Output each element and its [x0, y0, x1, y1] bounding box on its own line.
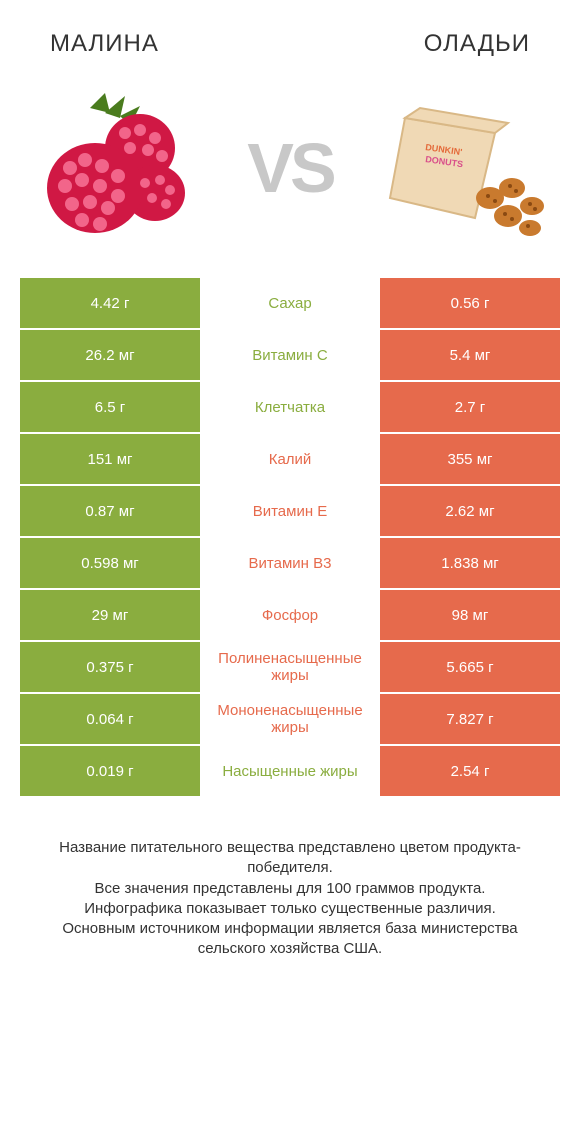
- table-row: 4.42 гСахар0.56 г: [20, 278, 560, 330]
- table-row: 0.87 мгВитамин E2.62 мг: [20, 486, 560, 538]
- cell-nutrient-label: Витамин E: [200, 486, 380, 536]
- cell-nutrient-label: Сахар: [200, 278, 380, 328]
- cell-right-value: 5.4 мг: [380, 330, 560, 380]
- footer-notes: Название питательного вещества представл…: [0, 798, 580, 980]
- footer-line: Основным источником информации является …: [30, 919, 550, 960]
- cell-right-value: 2.54 г: [380, 746, 560, 796]
- cell-left-value: 0.87 мг: [20, 486, 200, 536]
- table-row: 6.5 гКлетчатка2.7 г: [20, 382, 560, 434]
- footer-line: Все значения представлены для 100 граммо…: [30, 879, 550, 899]
- cell-left-value: 4.42 г: [20, 278, 200, 328]
- cell-right-value: 7.827 г: [380, 694, 560, 744]
- cell-right-value: 5.665 г: [380, 642, 560, 692]
- footer-line: Название питательного вещества представл…: [30, 838, 550, 879]
- product-left-title: МАЛИНА: [50, 30, 159, 58]
- cell-nutrient-label: Полиненасыщенные жиры: [200, 642, 380, 692]
- cell-right-value: 2.62 мг: [380, 486, 560, 536]
- product-left-image: [30, 88, 200, 248]
- cell-right-value: 1.838 мг: [380, 538, 560, 588]
- cell-nutrient-label: Витамин B3: [200, 538, 380, 588]
- cell-right-value: 98 мг: [380, 590, 560, 640]
- cell-nutrient-label: Калий: [200, 434, 380, 484]
- cell-nutrient-label: Мононенасыщенные жиры: [200, 694, 380, 744]
- cell-left-value: 0.598 мг: [20, 538, 200, 588]
- footer-line: Инфографика показывает только существенн…: [30, 899, 550, 919]
- cell-nutrient-label: Фосфор: [200, 590, 380, 640]
- cell-right-value: 0.56 г: [380, 278, 560, 328]
- product-right-title: ОЛАДЬИ: [424, 30, 530, 58]
- cell-nutrient-label: Витамин C: [200, 330, 380, 380]
- cell-left-value: 29 мг: [20, 590, 200, 640]
- cell-left-value: 6.5 г: [20, 382, 200, 432]
- cell-left-value: 0.019 г: [20, 746, 200, 796]
- table-row: 151 мгКалий355 мг: [20, 434, 560, 486]
- cell-left-value: 26.2 мг: [20, 330, 200, 380]
- product-right-image: DUNKIN' DONUTS: [380, 88, 550, 248]
- cell-left-value: 151 мг: [20, 434, 200, 484]
- cell-nutrient-label: Насыщенные жиры: [200, 746, 380, 796]
- header: МАЛИНА ОЛАДЬИ: [0, 0, 580, 78]
- vs-label: VS: [247, 128, 332, 208]
- cell-nutrient-label: Клетчатка: [200, 382, 380, 432]
- cell-right-value: 2.7 г: [380, 382, 560, 432]
- table-row: 0.375 гПолиненасыщенные жиры5.665 г: [20, 642, 560, 694]
- hero: VS DUNKIN' DONUTS: [0, 78, 580, 278]
- table-row: 0.064 гМононенасыщенные жиры7.827 г: [20, 694, 560, 746]
- table-row: 26.2 мгВитамин C5.4 мг: [20, 330, 560, 382]
- cell-left-value: 0.375 г: [20, 642, 200, 692]
- table-row: 29 мгФосфор98 мг: [20, 590, 560, 642]
- nutrition-table: 4.42 гСахар0.56 г26.2 мгВитамин C5.4 мг6…: [0, 278, 580, 798]
- table-row: 0.019 гНасыщенные жиры2.54 г: [20, 746, 560, 798]
- cell-left-value: 0.064 г: [20, 694, 200, 744]
- cell-right-value: 355 мг: [380, 434, 560, 484]
- table-row: 0.598 мгВитамин B31.838 мг: [20, 538, 560, 590]
